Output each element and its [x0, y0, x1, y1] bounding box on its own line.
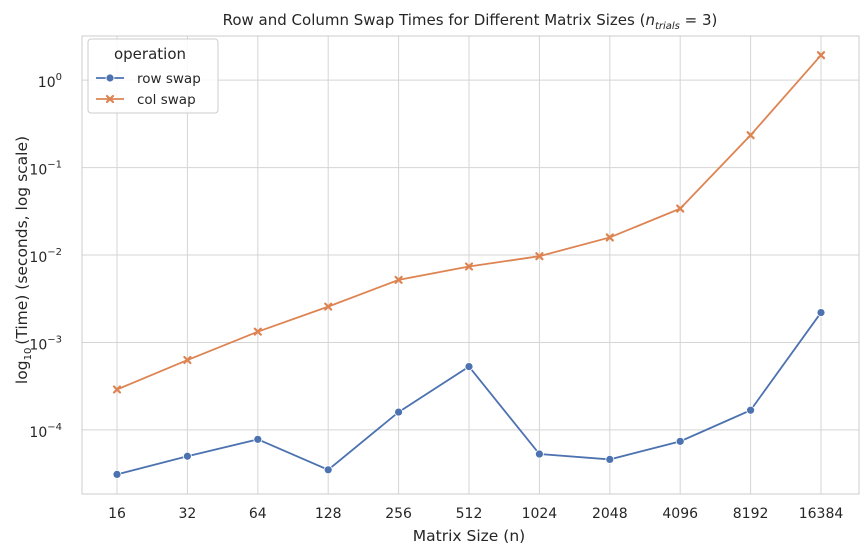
data-point-col-swap	[535, 252, 544, 261]
data-point-row-swap	[816, 308, 826, 317]
x-tick-label: 8192	[733, 506, 769, 522]
y-tick-label: 10−4	[29, 422, 62, 441]
legend-entries: row swap col swap	[96, 71, 201, 108]
data-point-col-swap	[676, 204, 685, 213]
data-point-row-swap	[535, 449, 544, 459]
y-axis-label: log10(Time) (seconds, log scale)	[13, 136, 34, 384]
data-point-row-swap	[746, 405, 755, 415]
y-tick-label: 100	[38, 72, 62, 91]
x-tick-label: 256	[385, 506, 412, 522]
series-row-swap	[112, 308, 826, 479]
legend-marker-col-swap	[105, 94, 115, 104]
data-point-col-swap	[324, 302, 333, 311]
data-point-row-swap	[253, 434, 263, 444]
data-point-col-swap	[112, 385, 122, 394]
series-layer	[112, 51, 826, 479]
y-tick-label: 10−3	[29, 334, 62, 353]
data-point-row-swap	[605, 455, 615, 464]
data-point-row-swap	[323, 465, 333, 475]
x-tick-label: 2048	[592, 506, 628, 522]
data-point-col-swap	[183, 355, 192, 365]
x-tick-labels: 16 32 64 128 256 512 1024 2048 4096 8192 16384	[108, 506, 843, 522]
y-tick-label: 10−2	[29, 247, 62, 266]
plot-frame	[81, 35, 860, 495]
data-point-col-swap	[253, 327, 262, 336]
x-tick-label: 64	[249, 506, 267, 522]
legend: operation row swap col swap	[87, 38, 219, 114]
x-tick-label: 128	[315, 506, 342, 522]
x-axis-label: Matrix Size (n)	[413, 527, 525, 545]
data-point-col-swap	[394, 275, 403, 284]
data-point-row-swap	[182, 451, 192, 461]
chart-title: Row and Column Swap Times for Different …	[223, 11, 718, 32]
data-point-col-swap	[816, 51, 826, 60]
data-point-col-swap	[464, 262, 474, 271]
legend-box	[87, 38, 219, 114]
legend-marker-row-swap	[105, 73, 115, 83]
data-point-row-swap	[112, 469, 122, 479]
x-tick-label: 1024	[522, 506, 558, 522]
y-tick-label: 10−1	[29, 160, 62, 179]
legend-label-row-swap: row swap	[137, 71, 201, 87]
x-tick-label: 512	[456, 506, 483, 522]
data-point-row-swap	[394, 407, 404, 417]
legend-label-col-swap: col swap	[137, 92, 196, 108]
data-point-col-swap	[605, 233, 614, 242]
x-tick-label: 16	[108, 506, 126, 522]
x-tick-label: 16384	[799, 506, 844, 522]
series-col-swap	[112, 51, 826, 394]
data-point-row-swap	[675, 436, 685, 446]
legend-title: operation	[114, 45, 186, 63]
x-tick-label: 32	[178, 506, 196, 522]
data-point-row-swap	[464, 362, 474, 371]
y-tick-labels: 10−4 10−3 10−2 10−1 100	[29, 72, 62, 441]
data-point-col-swap	[746, 131, 755, 140]
x-tick-label: 4096	[662, 506, 698, 522]
